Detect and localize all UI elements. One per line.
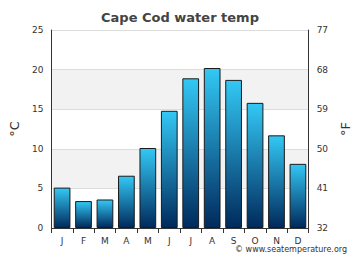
svg-text:N: N [273,235,280,246]
svg-text:J: J [60,236,64,246]
svg-text:M: M [144,236,152,246]
svg-text:5: 5 [38,183,44,193]
svg-text:15: 15 [32,104,43,114]
svg-text:10: 10 [32,144,44,154]
svg-text:50: 50 [317,144,329,154]
svg-text:F: F [81,236,86,246]
svg-text:0: 0 [38,223,44,233]
svg-text:Cape Cod water temp: Cape Cod water temp [101,10,259,25]
svg-text:A: A [123,236,130,246]
svg-text:© www.seatemperature.org: © www.seatemperature.org [235,245,347,254]
svg-text:°F: °F [338,122,353,136]
svg-text:68: 68 [317,65,329,75]
svg-text:S: S [230,235,237,246]
svg-text:°C: °C [7,121,22,137]
svg-text:J: J [167,236,171,246]
svg-text:A: A [209,236,216,246]
svg-text:O: O [251,235,259,246]
svg-text:77: 77 [317,25,328,35]
svg-text:32: 32 [317,223,328,233]
svg-text:M: M [101,236,109,246]
svg-text:20: 20 [32,65,44,75]
svg-text:41: 41 [317,183,328,193]
svg-text:J: J [188,236,192,246]
svg-text:25: 25 [32,25,43,35]
svg-text:59: 59 [317,104,329,114]
svg-text:D: D [294,235,302,246]
